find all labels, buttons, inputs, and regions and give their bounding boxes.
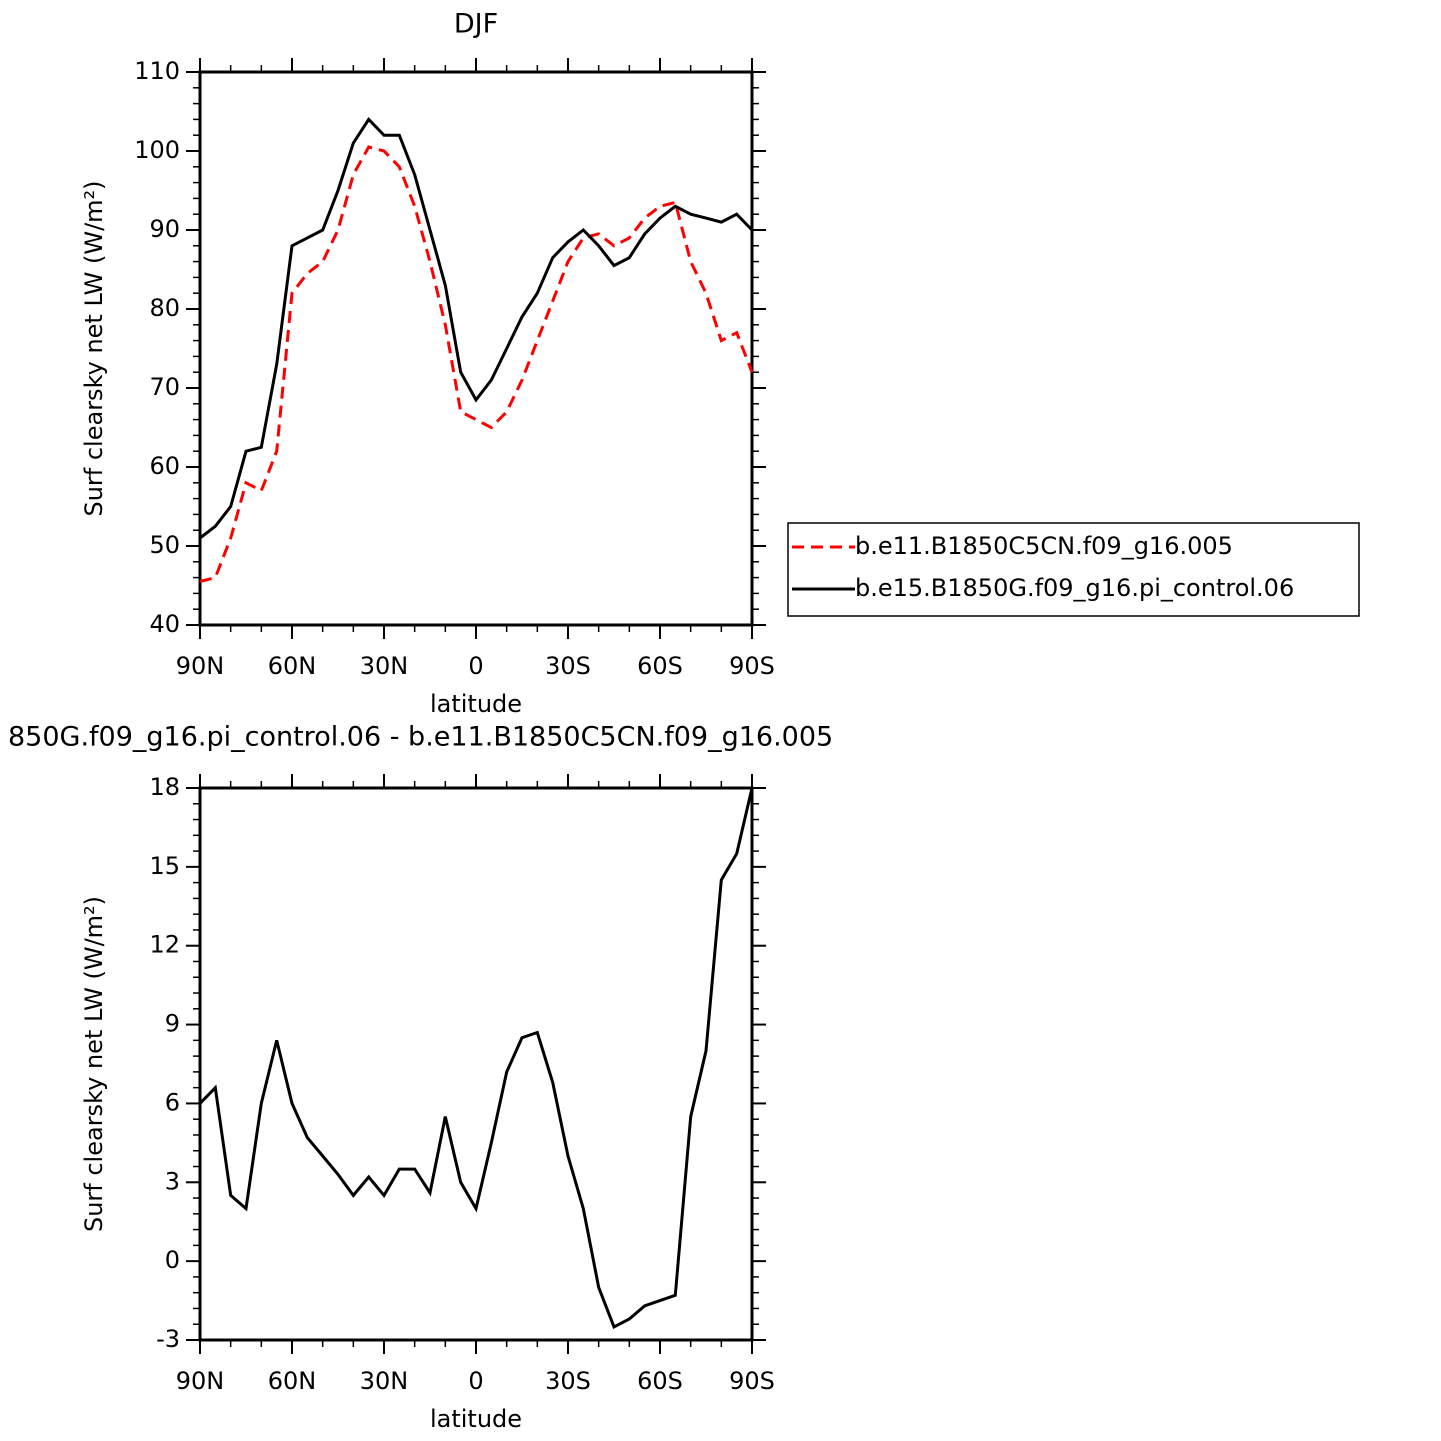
x-tick-label: 60S (637, 1367, 683, 1395)
x-tick-label: 60N (268, 652, 317, 680)
x-tick-label: 0 (468, 652, 483, 680)
y-axis-label: Surf clearsky net LW (W/m²) (80, 896, 108, 1232)
y-tick-label: 70 (149, 373, 180, 401)
legend-box (787, 522, 1360, 617)
y-tick-label: 80 (149, 294, 180, 322)
legend-label: b.e15.B1850G.f09_g16.pi_control.06 (855, 574, 1294, 602)
y-tick-label: 12 (149, 931, 180, 959)
x-tick-label: 90N (176, 652, 225, 680)
y-tick-label: 9 (165, 1010, 180, 1038)
y-tick-label: 50 (149, 531, 180, 559)
y-tick-label: 60 (149, 452, 180, 480)
x-tick-label: 90S (729, 1367, 775, 1395)
y-tick-label: -3 (156, 1325, 180, 1353)
y-axis-label: Surf clearsky net LW (W/m²) (80, 180, 108, 516)
chart-title: DJF (454, 9, 498, 40)
chart-title: 850G.f09_g16.pi_control.06 - b.e11.B1850… (8, 722, 833, 753)
y-tick-label: 15 (149, 852, 180, 880)
y-tick-label: 110 (134, 57, 180, 85)
y-tick-label: 18 (149, 773, 180, 801)
legend-label: b.e11.B1850C5CN.f09_g16.005 (855, 532, 1233, 560)
data-line (199, 117, 754, 540)
y-tick-label: 40 (149, 610, 180, 638)
y-tick-label: 90 (149, 215, 180, 243)
x-tick-label: 30S (545, 652, 591, 680)
x-tick-label: 90N (176, 1367, 225, 1395)
y-tick-label: 0 (165, 1246, 180, 1274)
data-line (199, 145, 754, 583)
x-tick-label: 30S (545, 1367, 591, 1395)
x-tick-label: 60S (637, 652, 683, 680)
y-tick-label: 100 (134, 136, 180, 164)
y-tick-label: 3 (165, 1167, 180, 1195)
x-tick-label: 30N (360, 1367, 409, 1395)
y-tick-label: 6 (165, 1088, 180, 1116)
x-tick-label: 90S (729, 652, 775, 680)
plot-frame (198, 70, 754, 627)
x-tick-label: 0 (468, 1367, 483, 1395)
data-line (198, 787, 754, 1329)
x-axis-label: latitude (430, 690, 522, 718)
x-tick-label: 60N (268, 1367, 317, 1395)
x-tick-label: 30N (360, 652, 409, 680)
x-axis-label: latitude (430, 1405, 522, 1433)
